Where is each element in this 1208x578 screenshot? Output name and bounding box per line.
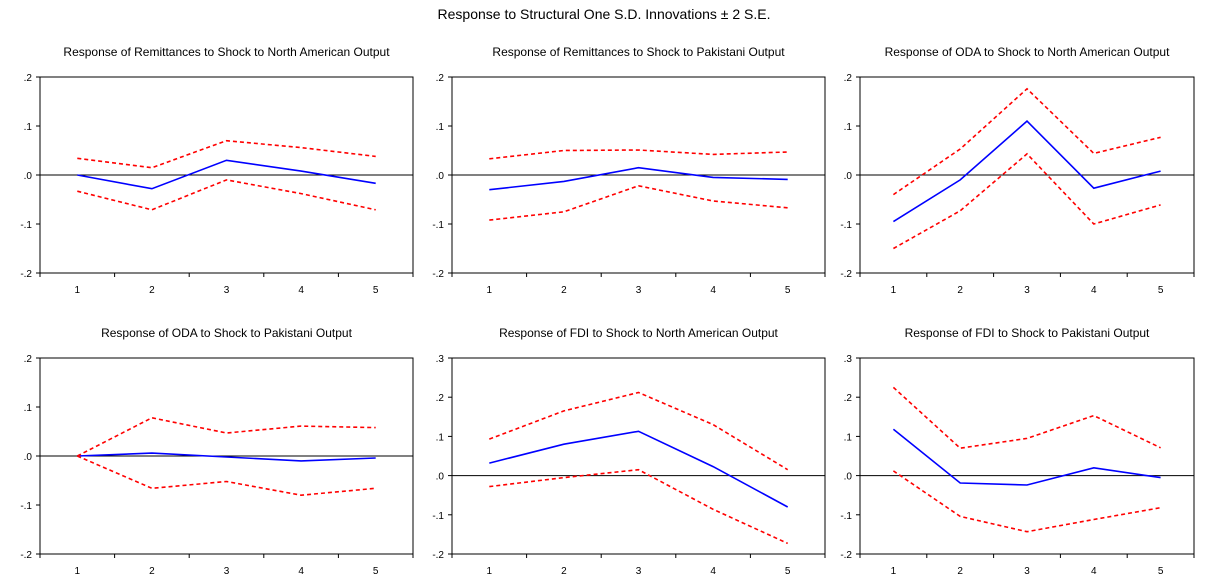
x-tick-label: 5 <box>1158 566 1164 577</box>
x-tick-label: 4 <box>710 285 716 296</box>
x-tick-label: 3 <box>224 285 230 296</box>
series-response-line <box>489 430 789 508</box>
series-response-line <box>77 159 376 190</box>
plot-frame <box>451 357 826 555</box>
y-tick-label: -.1 <box>20 220 32 231</box>
series-upper-line <box>892 386 1161 450</box>
y-tick-label: .2 <box>24 73 33 84</box>
x-tick-label: 4 <box>298 285 304 296</box>
x-tick-label: 5 <box>785 285 791 296</box>
y-tick-label: -.1 <box>432 220 444 231</box>
x-tick-label: 2 <box>957 566 963 577</box>
y-tick-label: .0 <box>436 472 445 483</box>
y-tick-label: -.2 <box>20 550 32 561</box>
chart-panel-1: Response of Remittances to Shock to Nort… <box>20 45 414 296</box>
series-response-line <box>892 428 1161 486</box>
chart-panel-5: Response of FDI to Shock to North Americ… <box>432 326 826 577</box>
x-tick-label: 1 <box>891 285 897 296</box>
series-upper-line <box>77 139 376 169</box>
x-tick-label: 3 <box>636 285 642 296</box>
x-tick-label: 5 <box>1158 285 1164 296</box>
chart-panel-2: Response of Remittances to Shock to Paki… <box>432 45 826 296</box>
y-tick-label: .0 <box>844 171 853 182</box>
x-tick-label: 2 <box>561 566 567 577</box>
x-tick-label: 1 <box>75 566 81 577</box>
y-tick-label: -.1 <box>432 511 444 522</box>
x-tick-label: 4 <box>298 566 304 577</box>
chart-panel-6: Response of FDI to Shock to Pakistani Ou… <box>840 326 1195 577</box>
y-tick-label: .3 <box>436 354 445 365</box>
y-tick-label: .0 <box>24 452 33 463</box>
y-tick-label: -.2 <box>20 269 32 280</box>
chart-title: Response of Remittances to Shock to Paki… <box>492 45 785 59</box>
y-tick-label: .0 <box>844 472 853 483</box>
x-tick-label: 1 <box>75 285 81 296</box>
series-response-line <box>77 452 376 462</box>
y-tick-label: -.2 <box>840 269 852 280</box>
series-lower-line <box>489 184 788 221</box>
y-tick-label: .1 <box>844 122 853 133</box>
x-tick-label: 5 <box>785 566 791 577</box>
series-upper-line <box>489 149 788 160</box>
series-response-line <box>892 120 1161 223</box>
y-tick-label: .2 <box>436 73 445 84</box>
y-tick-label: .1 <box>24 122 33 133</box>
series-lower-line <box>892 470 1161 533</box>
x-tick-label: 5 <box>373 566 379 577</box>
y-tick-label: .0 <box>24 171 33 182</box>
series-lower-line <box>489 468 789 545</box>
y-tick-label: -.2 <box>432 550 444 561</box>
x-tick-label: 3 <box>1024 566 1030 577</box>
x-tick-label: 3 <box>636 566 642 577</box>
chart-title: Response of FDI to Shock to North Americ… <box>499 326 778 340</box>
x-tick-label: 3 <box>1024 285 1030 296</box>
series-upper-line <box>76 416 376 457</box>
plot-frame <box>859 357 1195 555</box>
y-tick-label: .2 <box>24 354 33 365</box>
chart-title: Response of ODA to Shock to North Americ… <box>885 45 1170 59</box>
y-tick-label: .1 <box>24 403 33 414</box>
x-tick-label: 2 <box>149 285 155 296</box>
x-tick-label: 4 <box>710 566 716 577</box>
series-response-line <box>489 166 788 191</box>
x-tick-label: 3 <box>224 566 230 577</box>
series-upper-line <box>489 391 789 471</box>
figure-title: Response to Structural One S.D. Innovati… <box>437 6 771 22</box>
x-tick-label: 4 <box>1091 285 1097 296</box>
series-lower-line <box>893 152 1161 250</box>
series-upper-line <box>892 87 1161 196</box>
y-tick-label: .2 <box>844 73 853 84</box>
chart-title: Response of ODA to Shock to Pakistani Ou… <box>101 326 352 340</box>
x-tick-label: 4 <box>1091 566 1097 577</box>
y-tick-label: .3 <box>844 354 853 365</box>
series-lower-line <box>76 455 376 497</box>
y-tick-label: -.1 <box>20 501 32 512</box>
chart-title: Response of FDI to Shock to Pakistani Ou… <box>905 326 1150 340</box>
chart-title: Response of Remittances to Shock to Nort… <box>63 45 390 59</box>
y-tick-label: .1 <box>436 122 445 133</box>
y-tick-label: .0 <box>436 171 445 182</box>
y-tick-label: -.2 <box>432 269 444 280</box>
chart-panel-3: Response of ODA to Shock to North Americ… <box>840 45 1195 296</box>
series-lower-line <box>77 179 376 211</box>
x-tick-label: 1 <box>891 566 897 577</box>
chart-panel-4: Response of ODA to Shock to Pakistani Ou… <box>20 326 414 577</box>
y-tick-label: .2 <box>436 393 445 404</box>
x-tick-label: 1 <box>487 285 493 296</box>
x-tick-label: 2 <box>561 285 567 296</box>
y-tick-label: .2 <box>844 393 853 404</box>
y-tick-label: .1 <box>844 432 853 443</box>
x-tick-label: 1 <box>487 566 493 577</box>
y-tick-label: -.1 <box>840 220 852 231</box>
x-tick-label: 5 <box>373 285 379 296</box>
y-tick-label: -.2 <box>840 550 852 561</box>
x-tick-label: 2 <box>957 285 963 296</box>
y-tick-label: -.1 <box>840 511 852 522</box>
x-tick-label: 2 <box>149 566 155 577</box>
y-tick-label: .1 <box>436 432 445 443</box>
